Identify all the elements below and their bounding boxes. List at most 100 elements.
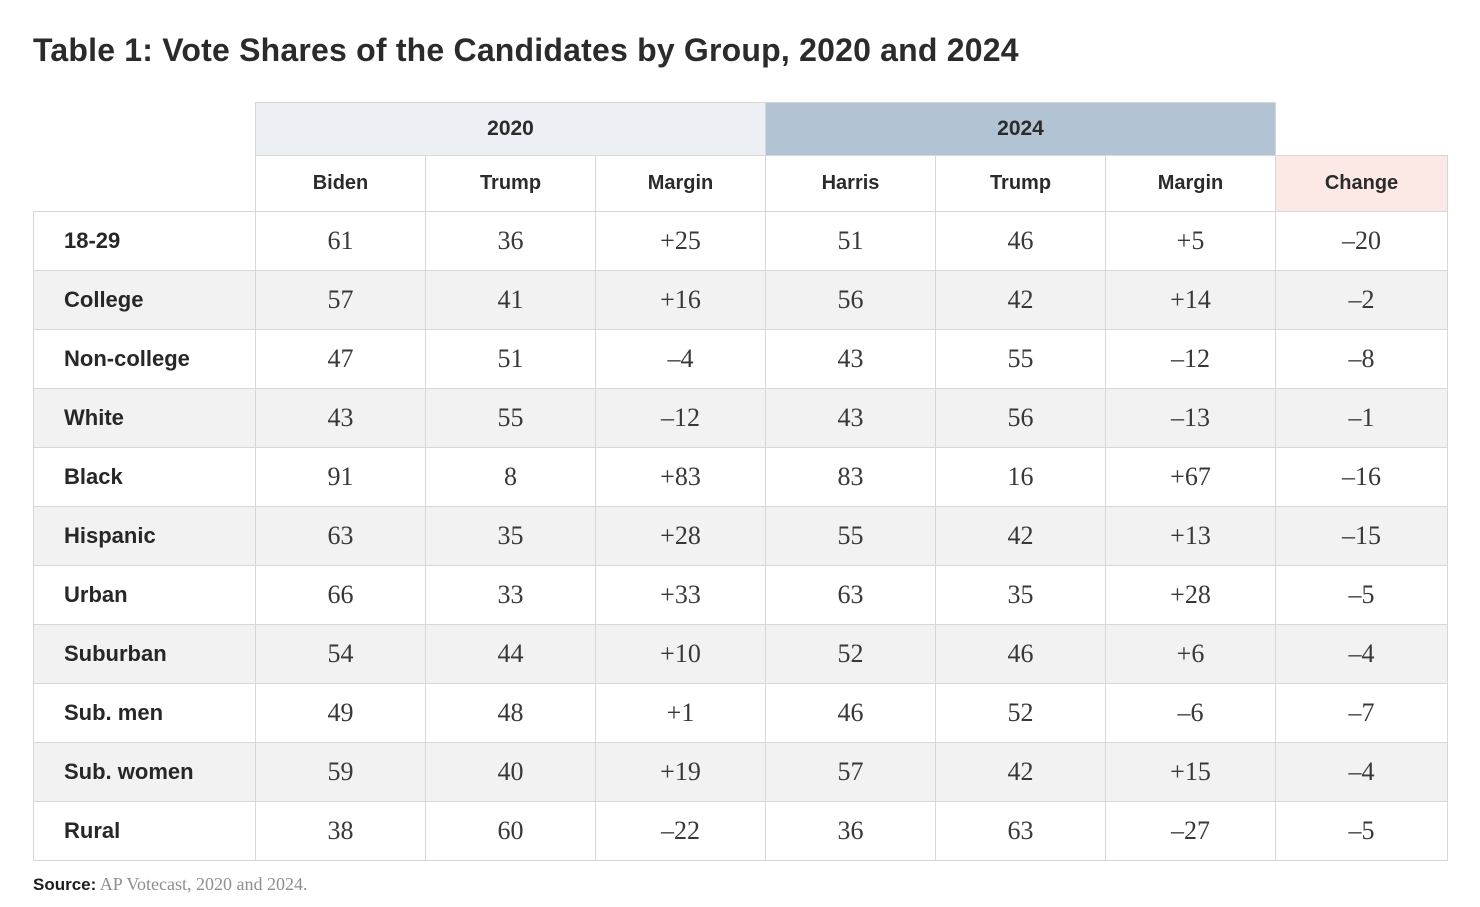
table-row: Sub. men 49 48 +1 46 52 –6 –7	[33, 683, 1448, 743]
value-cell: –4	[595, 329, 766, 389]
source-line: Source: AP Votecast, 2020 and 2024.	[33, 874, 1447, 895]
value-cell: 36	[425, 211, 596, 271]
value-cell: +28	[595, 506, 766, 566]
page-title: Table 1: Vote Shares of the Candidates b…	[33, 32, 1019, 68]
table-row: 18-29 61 36 +25 51 46 +5 –20	[33, 211, 1448, 271]
value-cell: +19	[595, 742, 766, 802]
group-header-row: 2020 2024	[33, 102, 1448, 156]
value-cell: –5	[1275, 801, 1448, 861]
value-cell: 43	[255, 388, 426, 448]
value-cell: 35	[935, 565, 1106, 625]
value-cell: 63	[935, 801, 1106, 861]
group-header-2024: 2024	[765, 102, 1276, 156]
value-cell: 36	[765, 801, 936, 861]
row-label: College	[33, 270, 256, 330]
value-cell: 51	[425, 329, 596, 389]
value-cell: 8	[425, 447, 596, 507]
value-cell: 40	[425, 742, 596, 802]
value-cell: 33	[425, 565, 596, 625]
value-cell: 42	[935, 270, 1106, 330]
value-cell: –2	[1275, 270, 1448, 330]
table-row: Rural 38 60 –22 36 63 –27 –5	[33, 801, 1448, 861]
column-header-harris-2024: Harris	[765, 155, 936, 212]
value-cell: 91	[255, 447, 426, 507]
table-row: Black 91 8 +83 83 16 +67 –16	[33, 447, 1448, 507]
value-cell: 57	[765, 742, 936, 802]
table-row: Hispanic 63 35 +28 55 42 +13 –15	[33, 506, 1448, 566]
value-cell: –5	[1275, 565, 1448, 625]
value-cell: 63	[255, 506, 426, 566]
value-cell: 42	[935, 506, 1106, 566]
value-cell: +25	[595, 211, 766, 271]
value-cell: –8	[1275, 329, 1448, 389]
row-label: Sub. women	[33, 742, 256, 802]
value-cell: 51	[765, 211, 936, 271]
row-label: Rural	[33, 801, 256, 861]
value-cell: +6	[1105, 624, 1276, 684]
value-cell: –12	[1105, 329, 1276, 389]
value-cell: +1	[595, 683, 766, 743]
value-cell: 47	[255, 329, 426, 389]
value-cell: 66	[255, 565, 426, 625]
value-cell: +33	[595, 565, 766, 625]
value-cell: 55	[425, 388, 596, 448]
row-label: Suburban	[33, 624, 256, 684]
value-cell: 55	[765, 506, 936, 566]
row-label: Hispanic	[33, 506, 256, 566]
value-cell: +16	[595, 270, 766, 330]
column-header-trump-2020: Trump	[425, 155, 596, 212]
column-header-margin-2020: Margin	[595, 155, 766, 212]
column-header-change: Change	[1275, 155, 1448, 212]
value-cell: –20	[1275, 211, 1448, 271]
value-cell: –13	[1105, 388, 1276, 448]
column-header-row: Biden Trump Margin Harris Trump Margin C…	[33, 155, 1448, 212]
column-header-biden-2020: Biden	[255, 155, 426, 212]
value-cell: 55	[935, 329, 1106, 389]
table-row: Sub. women 59 40 +19 57 42 +15 –4	[33, 742, 1448, 802]
value-cell: –6	[1105, 683, 1276, 743]
row-label: 18-29	[33, 211, 256, 271]
value-cell: 42	[935, 742, 1106, 802]
value-cell: –4	[1275, 742, 1448, 802]
table-row: College 57 41 +16 56 42 +14 –2	[33, 270, 1448, 330]
value-cell: 57	[255, 270, 426, 330]
value-cell: 46	[935, 624, 1106, 684]
value-cell: +67	[1105, 447, 1276, 507]
value-cell: –12	[595, 388, 766, 448]
value-cell: 83	[765, 447, 936, 507]
value-cell: 48	[425, 683, 596, 743]
value-cell: 41	[425, 270, 596, 330]
table-row: Non-college 47 51 –4 43 55 –12 –8	[33, 329, 1448, 389]
value-cell: 52	[765, 624, 936, 684]
value-cell: +5	[1105, 211, 1276, 271]
value-cell: –15	[1275, 506, 1448, 566]
value-cell: 61	[255, 211, 426, 271]
value-cell: 60	[425, 801, 596, 861]
value-cell: 43	[765, 329, 936, 389]
value-cell: 56	[935, 388, 1106, 448]
value-cell: 43	[765, 388, 936, 448]
value-cell: 44	[425, 624, 596, 684]
row-label: Sub. men	[33, 683, 256, 743]
value-cell: –22	[595, 801, 766, 861]
row-label: Urban	[33, 565, 256, 625]
value-cell: 52	[935, 683, 1106, 743]
value-cell: +10	[595, 624, 766, 684]
value-cell: –4	[1275, 624, 1448, 684]
row-label: Black	[33, 447, 256, 507]
corner-spacer	[33, 102, 256, 156]
value-cell: 63	[765, 565, 936, 625]
source-text: AP Votecast, 2020 and 2024.	[96, 874, 308, 894]
value-cell: +28	[1105, 565, 1276, 625]
value-cell: +15	[1105, 742, 1276, 802]
value-cell: 59	[255, 742, 426, 802]
group-header-2020: 2020	[255, 102, 766, 156]
change-spacer	[1275, 102, 1448, 156]
table-row: Suburban 54 44 +10 52 46 +6 –4	[33, 624, 1448, 684]
table-body: 18-29 61 36 +25 51 46 +5 –20 College 57 41 +16 56 42 +…	[33, 211, 1448, 861]
value-cell: +13	[1105, 506, 1276, 566]
value-cell: 46	[765, 683, 936, 743]
value-cell: –27	[1105, 801, 1276, 861]
row-label: Non-college	[33, 329, 256, 389]
value-cell: +14	[1105, 270, 1276, 330]
